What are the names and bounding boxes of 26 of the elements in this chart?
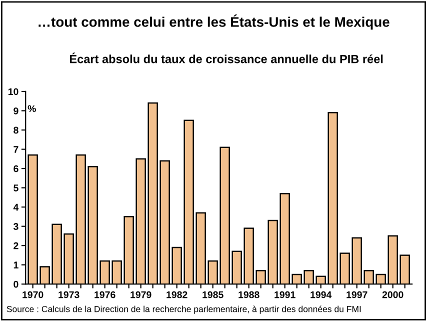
y-tick-label: 8 <box>14 126 18 134</box>
y-axis-title: % <box>28 105 36 112</box>
x-tick-label: 1979 <box>130 291 152 298</box>
x-tick-label: 1994 <box>310 291 332 298</box>
x-tick-label: 1985 <box>202 291 224 298</box>
y-tick-label: 6 <box>14 165 18 172</box>
y-tick-label: 4 <box>13 204 19 211</box>
y-tick-label: 5 <box>14 184 18 192</box>
x-tick-label: 1988 <box>238 291 260 298</box>
x-tick-label: 1982 <box>166 291 188 298</box>
x-tick-label: 2000 <box>382 291 404 298</box>
y-tick-label: 7 <box>14 146 18 153</box>
chart-title: …tout comme celui entre les États-Unis et le Mexique <box>38 14 390 30</box>
chart-subtitle: Écart absolu du taux de croissance annuelle du PIB réel <box>70 52 383 64</box>
x-tick-label: 1991 <box>274 291 296 298</box>
y-tick-label: 0 <box>14 280 18 288</box>
y-tick-label: 9 <box>14 107 18 114</box>
y-tick-label: 3 <box>13 223 18 230</box>
source-note: Source : Calculs de la Direction de la recherche parlementaire, à partir des données du FMI <box>6 306 361 314</box>
y-tick-label: 1 <box>14 262 18 268</box>
y-tick-label: 10 <box>8 88 18 96</box>
x-tick-label: 1970 <box>22 291 44 298</box>
x-tick-label: 1997 <box>346 291 368 298</box>
x-tick-label: 1976 <box>94 291 116 298</box>
y-tick-label: 2 <box>14 242 18 250</box>
x-tick-label: 1973 <box>58 291 80 298</box>
